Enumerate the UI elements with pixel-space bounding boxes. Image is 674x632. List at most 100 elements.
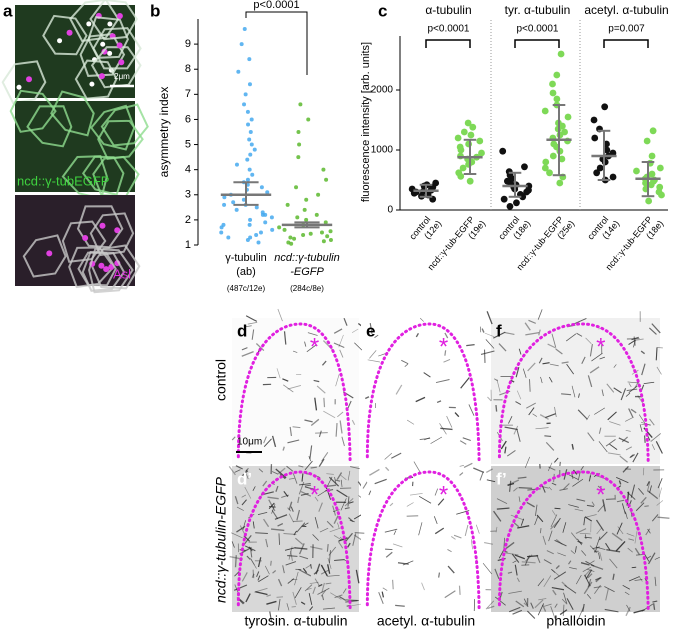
fiber (479, 471, 484, 481)
point (245, 109, 250, 114)
point (260, 210, 265, 215)
fiber (554, 507, 561, 510)
fiber (351, 328, 359, 333)
point (306, 117, 311, 122)
fiber (334, 594, 343, 599)
centrosome (89, 81, 95, 87)
fiber (339, 420, 343, 434)
fiber (315, 431, 328, 434)
fiber (378, 353, 387, 357)
y-tick-label: 0 (387, 205, 393, 216)
point (460, 128, 468, 136)
fiber (421, 582, 425, 591)
panel-label: c (378, 1, 387, 20)
fiber (619, 455, 628, 463)
fiber (586, 568, 595, 572)
point (231, 200, 236, 205)
fiber (494, 596, 506, 606)
fiber (605, 588, 609, 601)
fiber (342, 588, 347, 594)
fiber (385, 551, 393, 558)
fiber (555, 539, 563, 545)
fiber (548, 530, 553, 542)
fiber (348, 517, 354, 522)
fiber (252, 521, 255, 529)
point (553, 71, 561, 79)
fiber (418, 495, 432, 504)
point (301, 232, 306, 237)
fiber (609, 558, 618, 569)
fiber (615, 541, 626, 552)
fiber (392, 579, 394, 590)
point (263, 212, 268, 217)
fiber (470, 539, 473, 550)
point (222, 202, 227, 207)
fiber (447, 549, 452, 553)
fiber (322, 607, 336, 610)
fiber (258, 575, 269, 583)
p-value: p<0.0001 (517, 24, 559, 35)
fiber (498, 549, 505, 559)
fiber (298, 465, 304, 468)
outline (236, 470, 352, 611)
point (643, 137, 651, 145)
fiber (406, 419, 415, 425)
fiber (285, 561, 297, 566)
fiber (304, 341, 307, 347)
fiber (234, 496, 239, 505)
fiber (515, 600, 525, 608)
fiber (254, 587, 268, 593)
fiber (239, 525, 245, 534)
fiber (275, 485, 279, 492)
fiber (628, 538, 635, 541)
fiber (385, 466, 390, 472)
fiber (234, 555, 237, 568)
cell-outline (97, 119, 144, 160)
fiber (485, 600, 495, 610)
fiber (622, 503, 626, 515)
point (467, 131, 475, 139)
fiber (495, 404, 498, 412)
fiber (339, 536, 345, 541)
fiber (651, 323, 661, 334)
fiber (337, 522, 340, 529)
column-label: acetyl. α-tubulin (377, 613, 475, 629)
fiber (354, 342, 363, 351)
point (648, 170, 656, 178)
point (649, 127, 657, 135)
point (248, 235, 253, 240)
fiber (554, 406, 557, 418)
fiber (265, 538, 269, 548)
fiber (321, 582, 325, 593)
cell-outline (87, 16, 129, 59)
fiber (323, 397, 326, 408)
point (499, 147, 507, 155)
point (558, 155, 566, 163)
fiber (589, 343, 593, 357)
fiber (308, 593, 313, 605)
fiber (597, 504, 605, 513)
fiber (504, 426, 518, 431)
fiber (635, 502, 645, 512)
fiber (288, 546, 293, 560)
centrosome (46, 250, 53, 257)
fiber (268, 499, 276, 512)
fiber (450, 536, 456, 540)
fiber (294, 587, 302, 599)
fiber (643, 381, 655, 385)
fiber (640, 350, 646, 355)
y-tick-label: 1 (185, 239, 191, 251)
point (564, 113, 572, 121)
fiber (484, 332, 495, 337)
fiber (622, 465, 629, 473)
fiber (433, 516, 438, 525)
fiber (516, 428, 521, 442)
fiber (270, 528, 285, 532)
fiber (599, 551, 603, 561)
fiber (364, 396, 370, 400)
point (248, 152, 253, 157)
fiber (297, 496, 300, 504)
fiber (339, 349, 344, 358)
fiber (605, 438, 616, 447)
marker: * (596, 333, 605, 360)
